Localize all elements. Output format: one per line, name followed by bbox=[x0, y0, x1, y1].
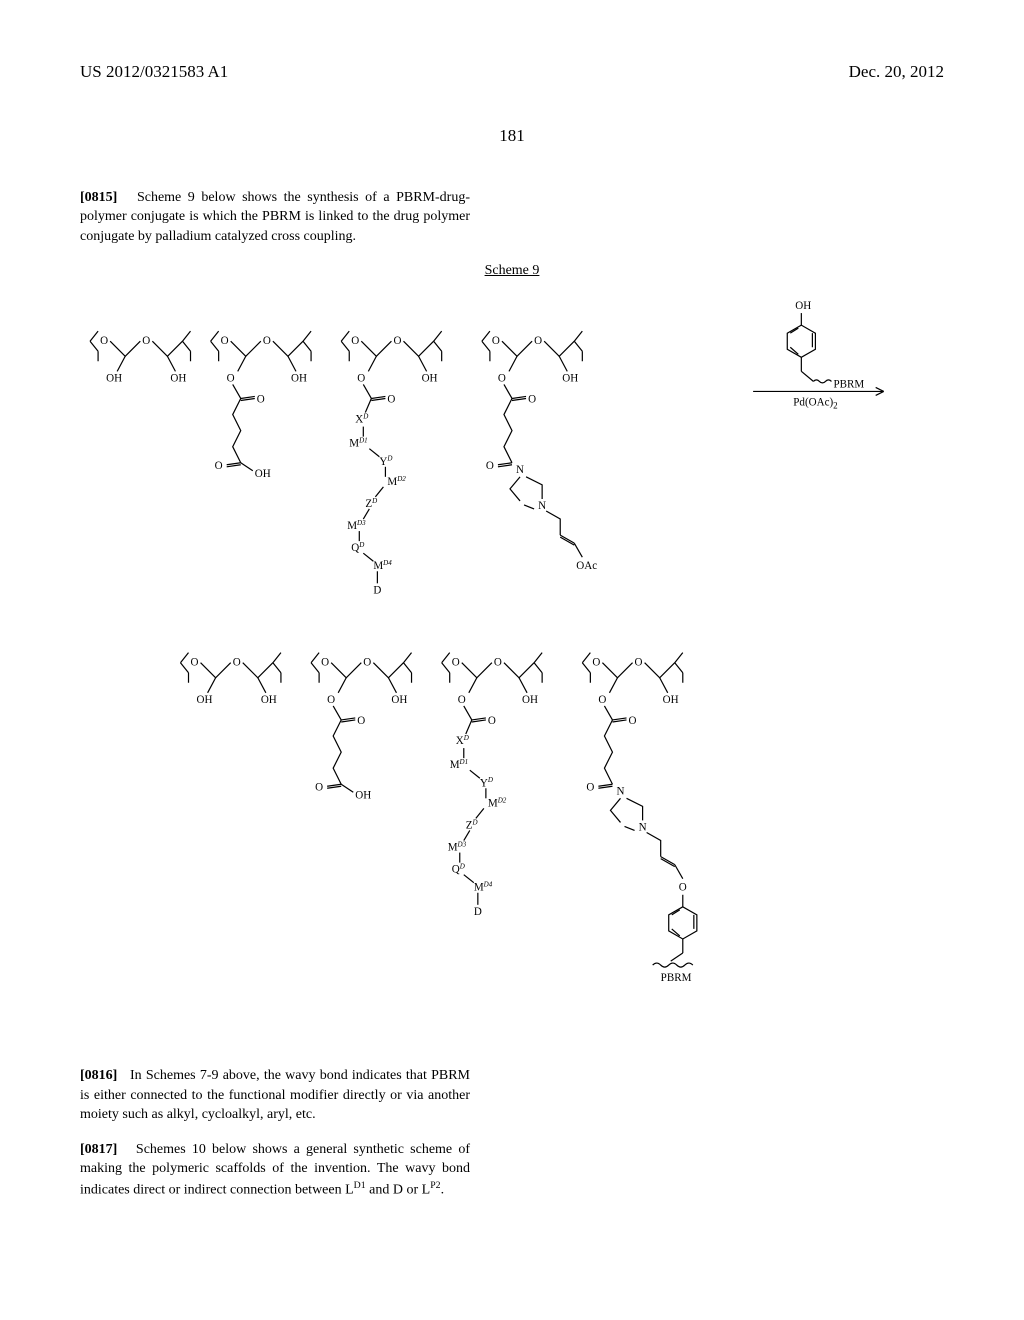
svg-text:O: O bbox=[142, 335, 150, 347]
svg-text:YD: YD bbox=[379, 455, 392, 468]
svg-text:MD1: MD1 bbox=[450, 758, 468, 771]
svg-text:MD3: MD3 bbox=[448, 841, 467, 854]
svg-text:OH: OH bbox=[795, 300, 811, 312]
svg-text:OH: OH bbox=[522, 694, 538, 706]
svg-text:O: O bbox=[321, 657, 329, 669]
svg-text:O: O bbox=[191, 657, 199, 669]
svg-text:OH: OH bbox=[291, 372, 307, 384]
svg-text:O: O bbox=[592, 657, 600, 669]
scheme-9-diagram: .bond { stroke: #000; stroke-width: 1.2;… bbox=[80, 296, 944, 1029]
svg-text:O: O bbox=[492, 335, 500, 347]
svg-text:MD4: MD4 bbox=[373, 559, 392, 572]
svg-text:OH: OH bbox=[355, 789, 371, 801]
svg-text:O: O bbox=[598, 694, 606, 706]
publication-date: Dec. 20, 2012 bbox=[849, 60, 944, 84]
svg-text:D: D bbox=[474, 906, 482, 918]
para-0817-text-b: and D or L bbox=[366, 1183, 431, 1198]
svg-text:O: O bbox=[498, 372, 506, 384]
svg-text:O: O bbox=[387, 393, 395, 405]
svg-text:Pd(OAc)2: Pd(OAc)2 bbox=[793, 396, 838, 410]
svg-text:O: O bbox=[486, 460, 494, 472]
svg-text:O: O bbox=[629, 715, 637, 727]
svg-text:YD: YD bbox=[480, 776, 493, 789]
para-num-0815: 0815 bbox=[80, 190, 117, 205]
svg-text:OH: OH bbox=[170, 372, 186, 384]
svg-text:OAc: OAc bbox=[576, 560, 597, 572]
svg-text:O: O bbox=[635, 657, 643, 669]
svg-text:OH: OH bbox=[391, 694, 407, 706]
paragraph-0816: 0816 In Schemes 7-9 above, the wavy bond… bbox=[80, 1066, 470, 1125]
svg-text:O: O bbox=[227, 372, 235, 384]
para-num-0816: 0816 bbox=[80, 1068, 117, 1083]
para-num-0817: 0817 bbox=[80, 1142, 117, 1157]
svg-text:O: O bbox=[315, 781, 323, 793]
svg-text:OH: OH bbox=[261, 694, 277, 706]
svg-text:O: O bbox=[488, 715, 496, 727]
scheme-9-title: Scheme 9 bbox=[80, 261, 944, 281]
para-0817-sup1: D1 bbox=[354, 1180, 366, 1191]
scheme-9-container: Scheme 9 .bond { stroke: #000; stroke-wi… bbox=[80, 261, 944, 1036]
svg-text:OH: OH bbox=[106, 372, 122, 384]
svg-text:O: O bbox=[215, 460, 223, 472]
paragraph-0815: 0815 Scheme 9 below shows the synthesis … bbox=[80, 188, 470, 247]
svg-text:D: D bbox=[373, 584, 381, 596]
svg-text:MD1: MD1 bbox=[349, 437, 367, 450]
svg-text:PBRM: PBRM bbox=[661, 972, 692, 984]
svg-text:O: O bbox=[233, 657, 241, 669]
para-0815-text: Scheme 9 below shows the synthesis of a … bbox=[80, 190, 470, 244]
publication-number: US 2012/0321583 A1 bbox=[80, 60, 228, 84]
paragraph-0817: 0817 Schemes 10 below shows a general sy… bbox=[80, 1140, 470, 1200]
svg-text:MD2: MD2 bbox=[488, 796, 507, 809]
svg-text:O: O bbox=[679, 882, 687, 894]
svg-text:QD: QD bbox=[351, 541, 364, 554]
svg-text:OH: OH bbox=[255, 468, 271, 480]
svg-text:O: O bbox=[351, 335, 359, 347]
svg-text:OH: OH bbox=[663, 694, 679, 706]
svg-text:O: O bbox=[357, 715, 365, 727]
svg-text:O: O bbox=[263, 335, 271, 347]
page-number: 181 bbox=[80, 124, 944, 148]
svg-text:N: N bbox=[639, 821, 647, 833]
svg-text:O: O bbox=[534, 335, 542, 347]
svg-text:OH: OH bbox=[197, 694, 213, 706]
para-0817-text-c: . bbox=[441, 1183, 445, 1198]
svg-text:O: O bbox=[363, 657, 371, 669]
svg-text:O: O bbox=[586, 781, 594, 793]
svg-text:OH: OH bbox=[422, 372, 438, 384]
svg-text:O: O bbox=[100, 335, 108, 347]
svg-text:O: O bbox=[257, 393, 265, 405]
svg-text:XD: XD bbox=[355, 413, 368, 426]
para-0817-sup2: P2 bbox=[430, 1180, 440, 1191]
svg-text:XD: XD bbox=[456, 734, 469, 747]
svg-text:O: O bbox=[327, 694, 335, 706]
para-0816-text: In Schemes 7-9 above, the wavy bond indi… bbox=[80, 1068, 470, 1122]
svg-text:N: N bbox=[538, 500, 546, 512]
svg-text:O: O bbox=[528, 393, 536, 405]
svg-text:QD: QD bbox=[452, 863, 465, 876]
svg-text:OH: OH bbox=[562, 372, 578, 384]
svg-text:MD2: MD2 bbox=[387, 475, 406, 488]
svg-text:ZD: ZD bbox=[466, 818, 478, 831]
svg-text:O: O bbox=[458, 694, 466, 706]
svg-text:O: O bbox=[221, 335, 229, 347]
svg-text:O: O bbox=[393, 335, 401, 347]
svg-text:PBRM: PBRM bbox=[833, 378, 864, 390]
svg-text:MD4: MD4 bbox=[474, 881, 493, 894]
svg-text:ZD: ZD bbox=[365, 497, 377, 510]
svg-text:N: N bbox=[516, 464, 524, 476]
svg-text:N: N bbox=[616, 785, 624, 797]
svg-text:O: O bbox=[452, 657, 460, 669]
svg-text:MD3: MD3 bbox=[347, 519, 366, 532]
svg-text:O: O bbox=[357, 372, 365, 384]
svg-text:O: O bbox=[494, 657, 502, 669]
